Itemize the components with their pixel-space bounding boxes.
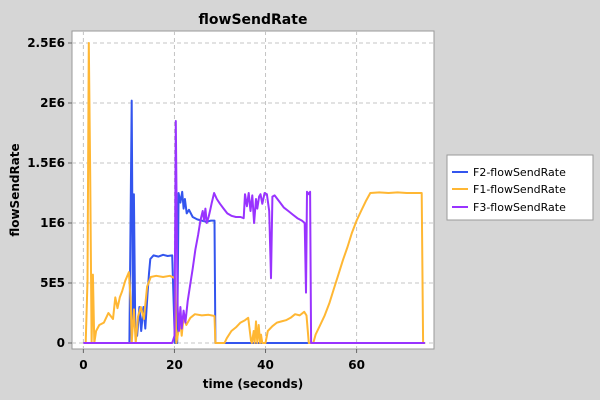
- y-axis-label: flowSendRate: [8, 143, 22, 236]
- y-tick-label: 1E6: [40, 216, 65, 230]
- series-line-f1-flowsendrate: [83, 42, 425, 344]
- y-tick-label: 5E5: [40, 276, 65, 290]
- x-tick-label: 60: [348, 358, 365, 372]
- legend-label: F1-flowSendRate: [473, 183, 566, 196]
- y-tick-label: 2.5E6: [27, 36, 65, 50]
- series-layer: [83, 42, 425, 344]
- y-tick-label: 1.5E6: [27, 156, 65, 170]
- legend-item: F1-flowSendRate: [452, 183, 566, 196]
- chart-title: flowSendRate: [199, 12, 308, 28]
- legend: F2-flowSendRate F1-flowSendRate F3-flowS…: [446, 154, 594, 221]
- plot-area: [71, 30, 435, 350]
- series-line-f3-flowsendrate: [83, 120, 425, 344]
- x-tick-label: 20: [166, 358, 183, 372]
- legend-item: F3-flowSendRate: [452, 201, 566, 214]
- legend-item: F2-flowSendRate: [452, 166, 566, 179]
- y-tick-label: 0: [57, 336, 65, 350]
- x-tick-label: 0: [79, 358, 87, 372]
- y-tick-label: 2E6: [40, 96, 65, 110]
- axis-layer: 0 20 40 60 0 5E5 1E6 1.5E6 2E6 2.5E6: [27, 36, 365, 372]
- legend-label: F2-flowSendRate: [473, 166, 566, 179]
- legend-box: [446, 154, 594, 221]
- legend-label: F3-flowSendRate: [473, 201, 566, 214]
- x-tick-label: 40: [257, 358, 274, 372]
- x-axis-label: time (seconds): [203, 377, 304, 391]
